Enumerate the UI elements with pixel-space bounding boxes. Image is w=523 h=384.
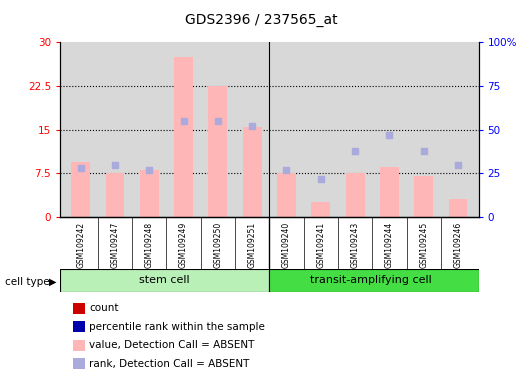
- Text: GSM109250: GSM109250: [213, 222, 222, 268]
- Bar: [140, 170, 159, 217]
- Point: [76, 165, 85, 171]
- Text: value, Detection Call = ABSENT: value, Detection Call = ABSENT: [89, 340, 254, 350]
- Bar: [449, 200, 468, 217]
- Text: GSM109248: GSM109248: [145, 222, 154, 268]
- Point: [454, 162, 462, 168]
- Text: GSM109246: GSM109246: [453, 222, 462, 268]
- Point: [316, 175, 325, 182]
- Text: GDS2396 / 237565_at: GDS2396 / 237565_at: [185, 13, 338, 27]
- Bar: [60, 269, 269, 292]
- Bar: [311, 202, 330, 217]
- Bar: [269, 269, 479, 292]
- Bar: [277, 173, 296, 217]
- Point: [111, 162, 119, 168]
- Bar: [380, 167, 399, 217]
- Bar: [414, 176, 433, 217]
- Text: GSM109241: GSM109241: [316, 222, 325, 268]
- Text: GSM109251: GSM109251: [248, 222, 257, 268]
- Text: GSM109240: GSM109240: [282, 222, 291, 268]
- Bar: [243, 127, 262, 217]
- Point: [214, 118, 222, 124]
- Bar: [209, 86, 228, 217]
- Text: GSM109243: GSM109243: [350, 222, 360, 268]
- Point: [248, 123, 256, 129]
- Text: GSM109249: GSM109249: [179, 222, 188, 268]
- Bar: [174, 57, 193, 217]
- Bar: [71, 162, 90, 217]
- Text: ▶: ▶: [49, 277, 56, 287]
- Text: transit-amplifying cell: transit-amplifying cell: [310, 275, 431, 285]
- Text: percentile rank within the sample: percentile rank within the sample: [89, 322, 265, 332]
- Point: [351, 147, 359, 154]
- Point: [179, 118, 188, 124]
- Text: GSM109247: GSM109247: [110, 222, 120, 268]
- Bar: [106, 173, 124, 217]
- Text: GSM109242: GSM109242: [76, 222, 85, 268]
- Point: [419, 147, 428, 154]
- Point: [385, 132, 394, 138]
- Text: count: count: [89, 303, 118, 313]
- Point: [145, 167, 153, 173]
- Text: stem cell: stem cell: [140, 275, 190, 285]
- Text: GSM109244: GSM109244: [385, 222, 394, 268]
- Bar: [346, 173, 365, 217]
- Point: [282, 167, 291, 173]
- Text: rank, Detection Call = ABSENT: rank, Detection Call = ABSENT: [89, 359, 249, 369]
- Text: cell type: cell type: [5, 277, 50, 287]
- Text: GSM109245: GSM109245: [419, 222, 428, 268]
